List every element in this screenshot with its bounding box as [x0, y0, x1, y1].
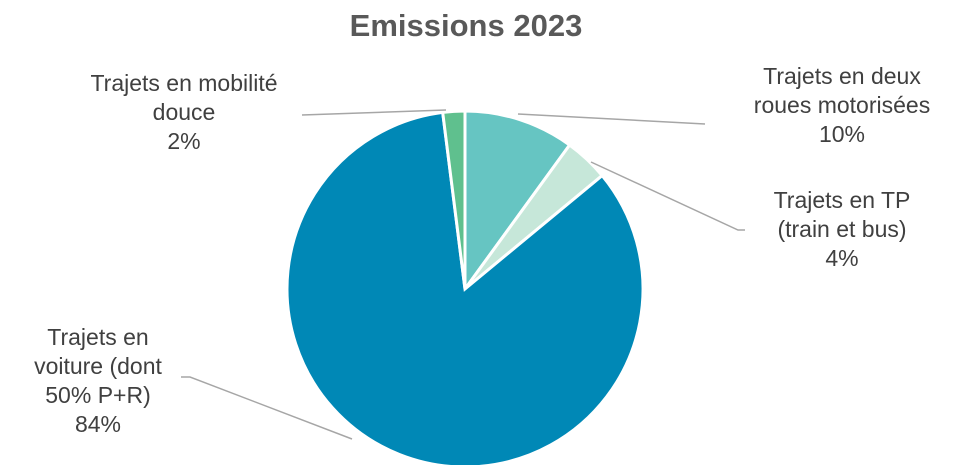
slice-category-label: douce: [153, 99, 216, 125]
slice-label: Trajets en TP (train et bus) 4%: [774, 187, 911, 271]
leader-line: [181, 376, 353, 440]
leader-line: [590, 161, 745, 231]
slice-value-label: 84%: [75, 411, 121, 437]
slice-label: Trajets en voiture (dont 50% P+R) 84%: [34, 324, 162, 437]
slice-category-label: roues motorisées: [754, 92, 930, 118]
slice-category-label: Trajets en TP: [774, 187, 911, 213]
slice-label: Trajets en mobilité douce 2%: [90, 70, 277, 154]
slice-category-label: voiture (dont: [34, 353, 162, 379]
pie-slice: [463, 109, 572, 294]
slice-labels: Trajets en deux roues motorisées 10%Trajet…: [34, 63, 930, 437]
slice-category-label: Trajets en deux: [763, 63, 921, 89]
leader-line: [301, 109, 447, 116]
slice-value-label: 4%: [825, 245, 858, 271]
slice-category-label: 50% P+R): [45, 382, 150, 408]
leader-line: [517, 113, 706, 125]
slice-value-label: 10%: [819, 121, 865, 147]
slice-value-label: 2%: [167, 128, 200, 154]
chart-title: Emissions 2023: [350, 8, 583, 43]
pie-slice: [285, 110, 645, 465]
pie-slices: [285, 109, 645, 465]
slice-category-label: Trajets en mobilité: [90, 70, 277, 96]
slice-category-label: (train et bus): [777, 216, 906, 242]
slice-category-label: Trajets en: [47, 324, 148, 350]
leader-lines: [181, 109, 745, 440]
pie-slice: [441, 109, 467, 290]
slice-label: Trajets en deux roues motorisées 10%: [754, 63, 930, 147]
